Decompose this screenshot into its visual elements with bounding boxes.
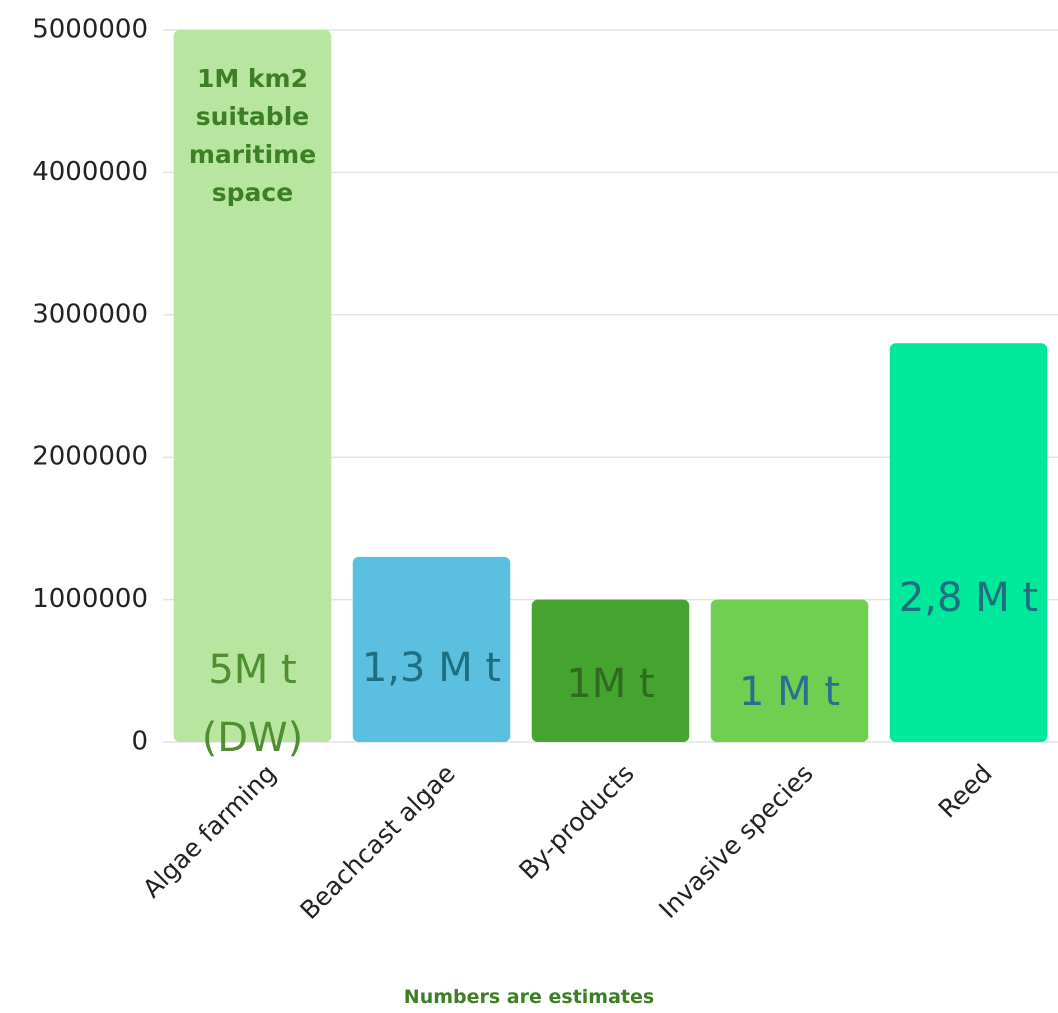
x-tick-label: Beachcast algae [294, 759, 460, 925]
bar [710, 599, 869, 742]
bar [889, 343, 1048, 742]
y-tick-label: 1000000 [32, 584, 148, 614]
x-tick-label: Invasive species [653, 759, 818, 924]
x-tick-label: Algae farming [137, 759, 282, 904]
value-label: 1,3 M t [361, 645, 502, 691]
x-tick-label: By-products [513, 759, 639, 885]
y-tick-label: 2000000 [32, 442, 148, 472]
value-label: 1 M t [738, 669, 841, 715]
value-label: 1M t [566, 661, 655, 707]
y-tick-label: 4000000 [32, 157, 148, 187]
bar [173, 30, 332, 742]
y-tick-label: 0 [131, 727, 148, 757]
footnote: Numbers are estimates [403, 986, 655, 1008]
annotation: 1M km2 suitable maritime space [188, 64, 317, 207]
bar [352, 556, 511, 742]
value-label: 5M t (DW) [201, 647, 304, 761]
y-tick-label: 3000000 [32, 299, 148, 329]
value-label: 2,8 M t [898, 575, 1039, 621]
x-tick-label: Reed [933, 759, 998, 824]
bar [531, 599, 690, 742]
y-tick-label: 5000000 [32, 15, 148, 45]
